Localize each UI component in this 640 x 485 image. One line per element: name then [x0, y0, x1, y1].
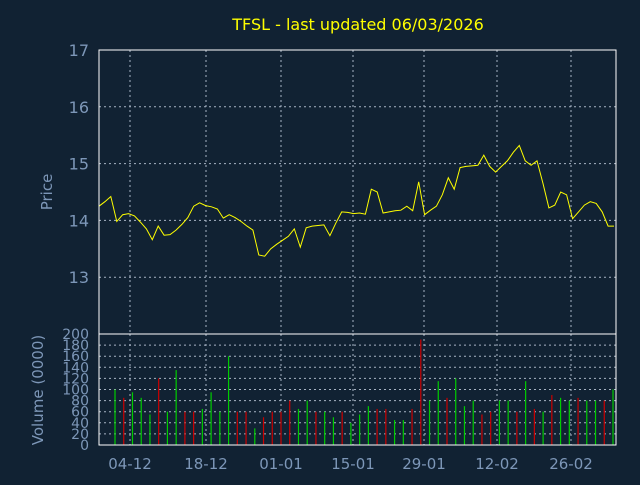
date-tick-label: 15-01 [331, 455, 375, 473]
price-tick-label: 13 [69, 268, 89, 287]
volume-tick-label: 160 [62, 349, 89, 365]
price-line [98, 144, 614, 257]
date-tick-label: 29-01 [402, 455, 446, 473]
plot-frames [98, 49, 617, 446]
volume-tick-label: 120 [62, 371, 89, 387]
price-plot-frame [98, 49, 617, 335]
volume-tick-label: 100 [62, 383, 89, 399]
date-tick-label: 12-02 [475, 455, 519, 473]
date-tick-label: 01-01 [259, 455, 303, 473]
price-series [98, 144, 614, 257]
price-tick-label: 14 [69, 211, 89, 230]
volume-tick-label: 180 [62, 338, 89, 354]
price-grid [99, 49, 616, 334]
volume-tick-label: 200 [62, 327, 89, 343]
volume-tick-label: 0 [80, 438, 89, 454]
date-tick-label: 04-12 [108, 455, 152, 473]
date-tick-label: 18-12 [184, 455, 228, 473]
chart-title: TFSL - last updated 06/03/2026 [231, 15, 484, 34]
price-tick-label: 17 [69, 41, 89, 60]
volume-tick-label: 20 [71, 427, 89, 443]
volume-tick-label: 140 [62, 360, 89, 376]
price-axis-label: Price [38, 174, 56, 211]
volume-tick-label: 40 [71, 416, 89, 432]
volume-bars [114, 339, 614, 445]
volume-tick-label: 60 [71, 405, 89, 421]
price-tick-label: 16 [69, 98, 89, 117]
date-tick-label: 26-02 [549, 455, 593, 473]
volume-tick-label: 80 [71, 394, 89, 410]
price-tick-label: 15 [69, 155, 89, 174]
volume-plot-frame [98, 333, 617, 446]
volume-axis-label: Volume (0000) [29, 335, 47, 445]
date-tick-labels: 04-12 18-12 01-01 15-01 29-01 12-02 26-02 [108, 455, 593, 473]
price-tick-labels: 13 14 15 16 17 [69, 41, 89, 287]
